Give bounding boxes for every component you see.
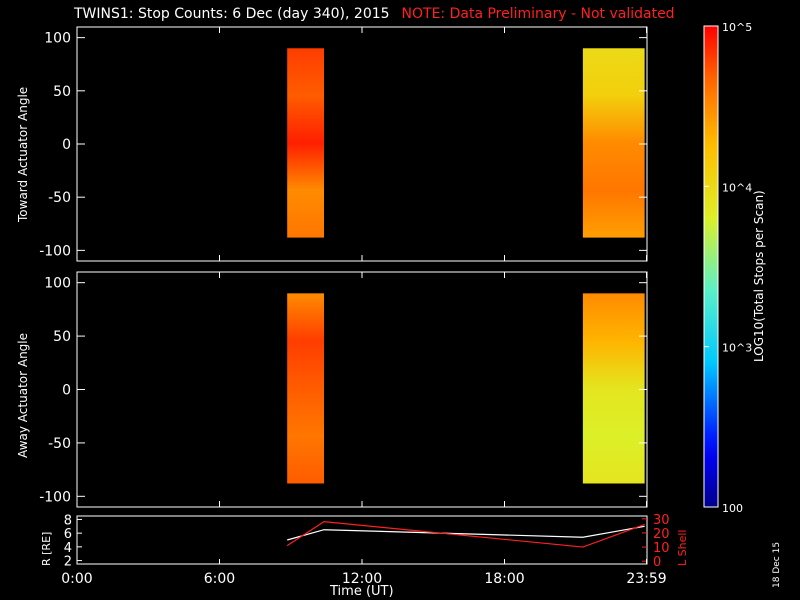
orbit-ytick-right-label: 20 <box>653 527 670 542</box>
title-note: NOTE: Data Preliminary - Not validated <box>401 6 675 22</box>
orbit-ytick-right-label: 30 <box>653 513 670 528</box>
colorbar-label: LOG10(Total Stops per Scan) <box>752 190 766 362</box>
date-stamp: 18 Dec 15 <box>772 541 782 588</box>
away-ytick-label: 100 <box>44 276 71 292</box>
toward-ytick-label: 0 <box>62 137 71 153</box>
toward-heatmap-block <box>582 48 645 238</box>
toward-heatmap-block <box>287 48 324 238</box>
away-ytick-label: -100 <box>39 489 71 505</box>
toward-ytick-label: 50 <box>53 84 71 100</box>
colorbar-tick-label: 10^4 <box>722 181 752 194</box>
colorbar-tick-label: 10^3 <box>722 342 752 355</box>
toward-ytick-label: -50 <box>48 190 71 206</box>
toward-ylabel: Toward Actuator Angle <box>16 86 30 222</box>
x-tick-label: 18:00 <box>484 571 524 587</box>
chart-title: TWINS1: Stop Counts: 6 Dec (day 340), 20… <box>74 6 675 22</box>
away-heatmap-block <box>287 293 324 484</box>
orbit-ytick-left-label: 8 <box>64 513 72 528</box>
toward-ytick-label: 100 <box>44 31 71 47</box>
orbit-ylabel-left: R [RE] <box>40 531 53 566</box>
away-heatmap-block <box>582 293 645 484</box>
colorbar <box>703 25 719 508</box>
colorbar-tick-label: 10^5 <box>722 21 752 34</box>
orbit-ytick-left-label: 2 <box>64 555 72 570</box>
away-panel-frame <box>76 271 648 508</box>
away-ytick-label: 0 <box>62 383 71 399</box>
orbit-ylabel-right: L Shell <box>676 529 689 566</box>
orbit-ytick-right-label: 10 <box>653 541 670 556</box>
x-tick-label: 23:59 <box>626 571 666 587</box>
x-tick-label: 12:00 <box>342 571 382 587</box>
orbit-ytick-left-label: 4 <box>64 541 72 556</box>
x-axis-title: Time (UT) <box>330 584 394 599</box>
x-tick-label: 6:00 <box>204 571 235 587</box>
away-ytick-label: -50 <box>48 436 71 452</box>
orbit-line-left <box>287 525 645 541</box>
orbit-ytick-right-label: 0 <box>653 555 661 570</box>
orbit-panel-frame <box>76 515 648 565</box>
orbit-line-right <box>286 521 645 548</box>
toward-ytick-label: -100 <box>39 243 71 259</box>
x-tick-label: 0:00 <box>61 571 92 587</box>
orbit-ytick-left-label: 6 <box>64 527 72 542</box>
toward-panel-frame <box>76 26 648 262</box>
colorbar-tick-label: 100 <box>722 502 743 515</box>
title-main: TWINS1: Stop Counts: 6 Dec (day 340), 20… <box>74 6 390 22</box>
away-ytick-label: 50 <box>53 329 71 345</box>
away-ylabel: Away Actuator Angle <box>16 332 30 458</box>
